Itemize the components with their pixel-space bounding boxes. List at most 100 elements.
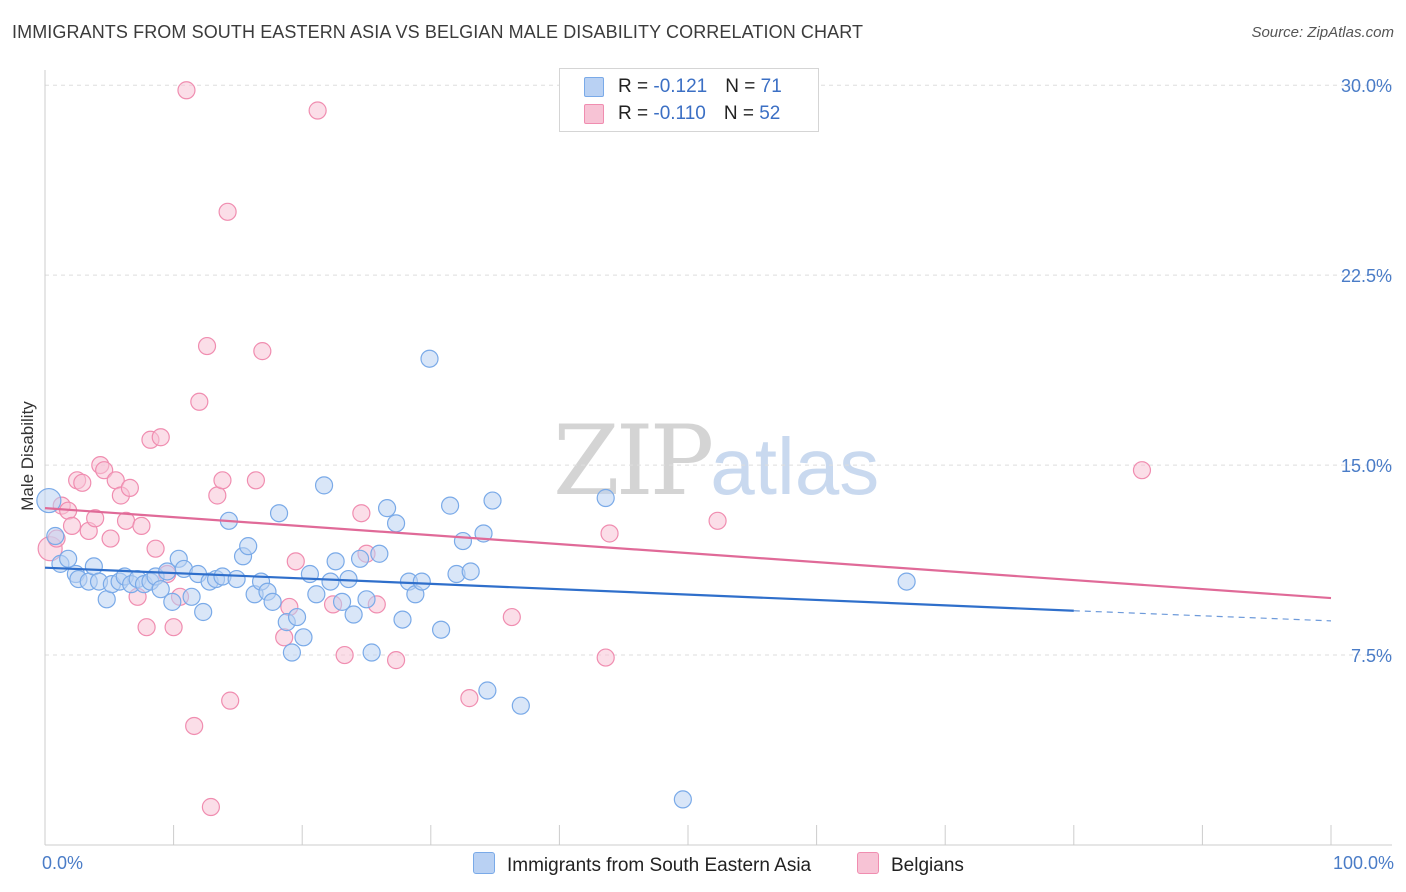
sea-point bbox=[287, 607, 307, 627]
y-tick-label: 30.0% bbox=[1341, 76, 1392, 96]
legend-swatch-sea bbox=[584, 77, 604, 97]
belgian-point bbox=[308, 101, 327, 120]
sea-point bbox=[362, 643, 381, 662]
series-swatch-sea bbox=[473, 852, 495, 874]
belgian-point bbox=[185, 716, 204, 736]
sea-point bbox=[97, 590, 116, 609]
sea-point bbox=[440, 496, 460, 515]
legend-n-value: 71 bbox=[760, 76, 782, 97]
belgian-point bbox=[164, 618, 183, 637]
belgian-point bbox=[132, 516, 151, 535]
sea-point bbox=[326, 552, 345, 571]
legend-swatch-belgians bbox=[584, 104, 604, 124]
series-name-belgians: Belgians bbox=[891, 855, 964, 876]
tick-labels: 7.5% 15.0% 22.5% 30.0% 0.0% 100.0% bbox=[42, 76, 1394, 873]
sea-point bbox=[332, 592, 352, 611]
sea-point bbox=[431, 620, 451, 639]
belgian-point bbox=[218, 202, 237, 221]
sea-point bbox=[344, 605, 363, 624]
belgian-point bbox=[600, 524, 619, 543]
series-name-sea: Immigrants from South Eastern Asia bbox=[507, 855, 812, 876]
legend-r-label: R = bbox=[618, 103, 654, 124]
sea-point bbox=[420, 349, 439, 368]
legend-r-value: -0.110 bbox=[653, 103, 706, 124]
belgian-point bbox=[246, 471, 266, 490]
source-credit: Source: ZipAtlas.com bbox=[1251, 24, 1394, 41]
belgian-trend-line bbox=[44, 507, 1332, 600]
sea-point bbox=[269, 504, 289, 523]
sea-point bbox=[483, 491, 502, 510]
belgian-point bbox=[502, 607, 521, 627]
sea-point bbox=[314, 476, 334, 495]
sea-trend-extension bbox=[1073, 610, 1332, 622]
sea-point bbox=[386, 514, 406, 533]
sea-point bbox=[478, 681, 497, 700]
belgian-point bbox=[208, 486, 227, 505]
legend-r-label: R = bbox=[618, 76, 654, 97]
y-tick-label: 7.5% bbox=[1351, 646, 1392, 666]
x-tick-label: 0.0% bbox=[42, 853, 83, 873]
chart-title: IMMIGRANTS FROM SOUTH EASTERN ASIA VS BE… bbox=[12, 22, 864, 42]
belgian-point bbox=[708, 511, 727, 530]
belgian-point bbox=[253, 342, 272, 361]
sea-point bbox=[350, 549, 370, 568]
series-legend-sea: Immigrants from South Eastern Asia bbox=[473, 852, 811, 877]
sea-point bbox=[84, 557, 103, 576]
sea-point bbox=[393, 610, 412, 629]
sea-point bbox=[377, 499, 397, 518]
belgian-point bbox=[460, 689, 479, 708]
sea-point bbox=[151, 580, 170, 599]
legend-n-value: 52 bbox=[759, 103, 781, 124]
sea-point bbox=[239, 537, 258, 556]
sea-point bbox=[46, 526, 65, 546]
belgian-point bbox=[275, 628, 294, 647]
grid-lines bbox=[45, 84, 1392, 656]
sea-point bbox=[59, 549, 78, 568]
sea-point bbox=[897, 572, 916, 591]
sea-point bbox=[182, 587, 201, 606]
sea-point bbox=[321, 572, 340, 591]
sea-point bbox=[36, 487, 62, 514]
sea-point bbox=[263, 592, 282, 611]
sea-point bbox=[194, 602, 213, 622]
sea-point bbox=[227, 569, 246, 589]
sea-point bbox=[673, 790, 692, 809]
belgian-point bbox=[151, 428, 170, 447]
axes bbox=[44, 70, 1392, 846]
sea-point bbox=[453, 531, 473, 551]
belgian-point bbox=[1132, 461, 1152, 480]
belgian-point bbox=[146, 539, 165, 558]
belgian-point bbox=[286, 552, 305, 571]
x-tick-label: 100.0% bbox=[1333, 853, 1394, 873]
belgian-point bbox=[73, 473, 92, 492]
belgian-point bbox=[190, 392, 209, 411]
y-tick-label: 22.5% bbox=[1341, 266, 1392, 286]
belgian-point bbox=[386, 651, 406, 670]
series-legend-belgians: Belgians bbox=[857, 852, 964, 877]
belgian-point bbox=[352, 504, 371, 523]
sea-point bbox=[307, 585, 326, 604]
belgian-point bbox=[62, 516, 82, 535]
belgian-point bbox=[213, 471, 232, 490]
y-tick-label: 15.0% bbox=[1341, 456, 1392, 476]
belgian-point bbox=[221, 691, 240, 710]
correlation-legend: R = -0.121 N = 71 R = -0.110 N = 52 bbox=[559, 68, 819, 132]
belgian-point bbox=[86, 509, 105, 528]
belgian-point bbox=[335, 645, 354, 665]
sea-point bbox=[412, 572, 431, 591]
sea-point bbox=[163, 592, 182, 611]
legend-r-value: -0.121 bbox=[653, 76, 708, 97]
sea-trend-line bbox=[44, 566, 1074, 612]
sea-point bbox=[282, 643, 302, 662]
belgian-point bbox=[201, 797, 220, 817]
sea-point bbox=[596, 488, 615, 508]
belgian-point bbox=[101, 529, 120, 548]
sea-point bbox=[461, 562, 480, 581]
sea-point bbox=[357, 590, 376, 609]
legend-n-label: N = bbox=[723, 103, 760, 124]
belgian-point bbox=[95, 461, 114, 480]
sea-point bbox=[511, 696, 530, 715]
series-swatch-belgians bbox=[857, 852, 879, 874]
belgian-point bbox=[197, 336, 217, 356]
